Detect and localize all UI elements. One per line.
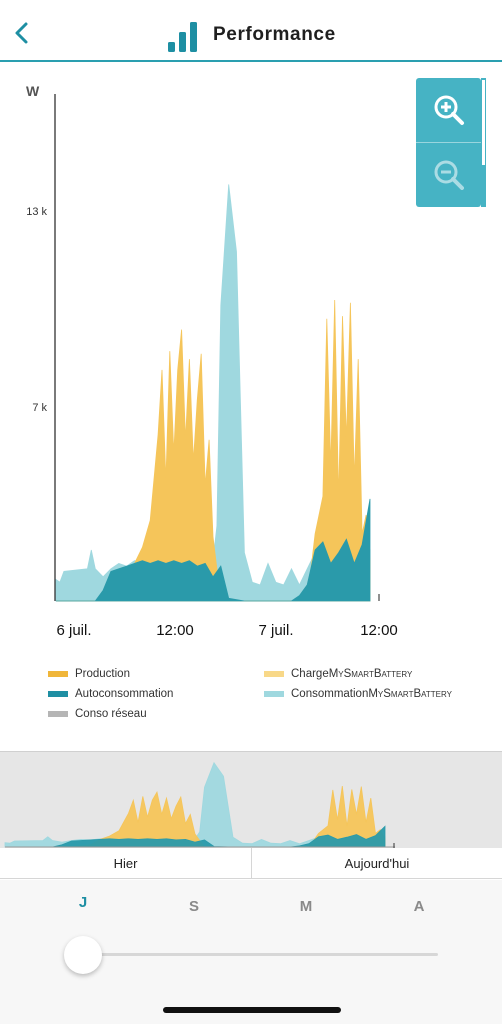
period-slider-knob[interactable] bbox=[64, 936, 102, 974]
day-selector: Hier Aujourd'hui bbox=[0, 848, 502, 879]
app-header: Performance bbox=[0, 0, 502, 62]
today-button[interactable]: Aujourd'hui bbox=[251, 848, 502, 879]
x-tick-label: 6 juil. bbox=[56, 622, 91, 639]
zoom-scrollbar-thumb[interactable] bbox=[482, 80, 485, 165]
zoom-out-button[interactable] bbox=[416, 143, 481, 207]
zoom-out-icon bbox=[434, 160, 464, 190]
legend-item[interactable]: Autoconsommation bbox=[48, 688, 173, 700]
period-year[interactable]: A bbox=[413, 898, 425, 915]
chevron-left-icon bbox=[15, 22, 28, 44]
legend-item[interactable]: Production bbox=[48, 668, 130, 680]
y-tick-label: 7 k bbox=[32, 402, 47, 414]
series-area-autoconsommation bbox=[56, 498, 371, 602]
zoom-panel bbox=[416, 78, 481, 207]
period-month[interactable]: M bbox=[299, 898, 313, 915]
y-tick-label: 13 k bbox=[26, 206, 47, 218]
page-title: Performance bbox=[213, 24, 336, 45]
y-axis-label: W bbox=[26, 83, 40, 99]
x-tick-label: 7 juil. bbox=[258, 622, 293, 639]
legend-item[interactable]: Charge MySmartBattery bbox=[264, 668, 412, 680]
period-selector: J S M A bbox=[0, 880, 502, 1024]
legend-label: Autoconsommation bbox=[75, 688, 174, 700]
zoom-in-icon bbox=[434, 95, 464, 125]
legend-swatch bbox=[48, 711, 68, 717]
legend-label-brand: MySmartBattery bbox=[368, 688, 452, 700]
period-slider-track[interactable] bbox=[82, 953, 438, 956]
period-week[interactable]: S bbox=[188, 898, 199, 915]
chart-legend: Production Charge MySmartBattery Autocon… bbox=[0, 664, 502, 724]
back-button[interactable] bbox=[8, 18, 36, 48]
legend-item[interactable]: Consommation MySmartBattery bbox=[264, 688, 452, 700]
legend-label: Production bbox=[75, 668, 130, 680]
series-area-autoconsommation bbox=[5, 825, 386, 848]
zoom-scrollbar[interactable] bbox=[481, 78, 486, 207]
yesterday-button[interactable]: Hier bbox=[113, 856, 138, 871]
legend-swatch bbox=[48, 671, 68, 677]
navigator-chart[interactable] bbox=[0, 752, 502, 849]
period-day[interactable]: J bbox=[78, 894, 88, 911]
home-indicator bbox=[163, 1007, 341, 1013]
zoom-divider bbox=[416, 142, 481, 143]
legend-label-brand: MySmartBattery bbox=[328, 668, 413, 680]
bar-chart-icon bbox=[168, 22, 197, 52]
chart-navigator[interactable] bbox=[0, 751, 502, 849]
zoom-in-button[interactable] bbox=[416, 78, 481, 142]
performance-chart[interactable]: W 13 k 7 k 6 juil. 12:00 7 juil. 12:00 bbox=[0, 64, 502, 664]
legend-swatch bbox=[264, 671, 284, 677]
legend-label: Charge bbox=[291, 668, 329, 680]
legend-swatch bbox=[264, 691, 284, 697]
legend-item[interactable]: Conso réseau bbox=[48, 708, 147, 720]
x-tick-label: 12:00 bbox=[360, 622, 398, 639]
x-tick-label: 12:00 bbox=[156, 622, 194, 639]
legend-label: Conso réseau bbox=[75, 708, 147, 720]
legend-label: Consommation bbox=[291, 688, 369, 700]
legend-swatch bbox=[48, 691, 68, 697]
